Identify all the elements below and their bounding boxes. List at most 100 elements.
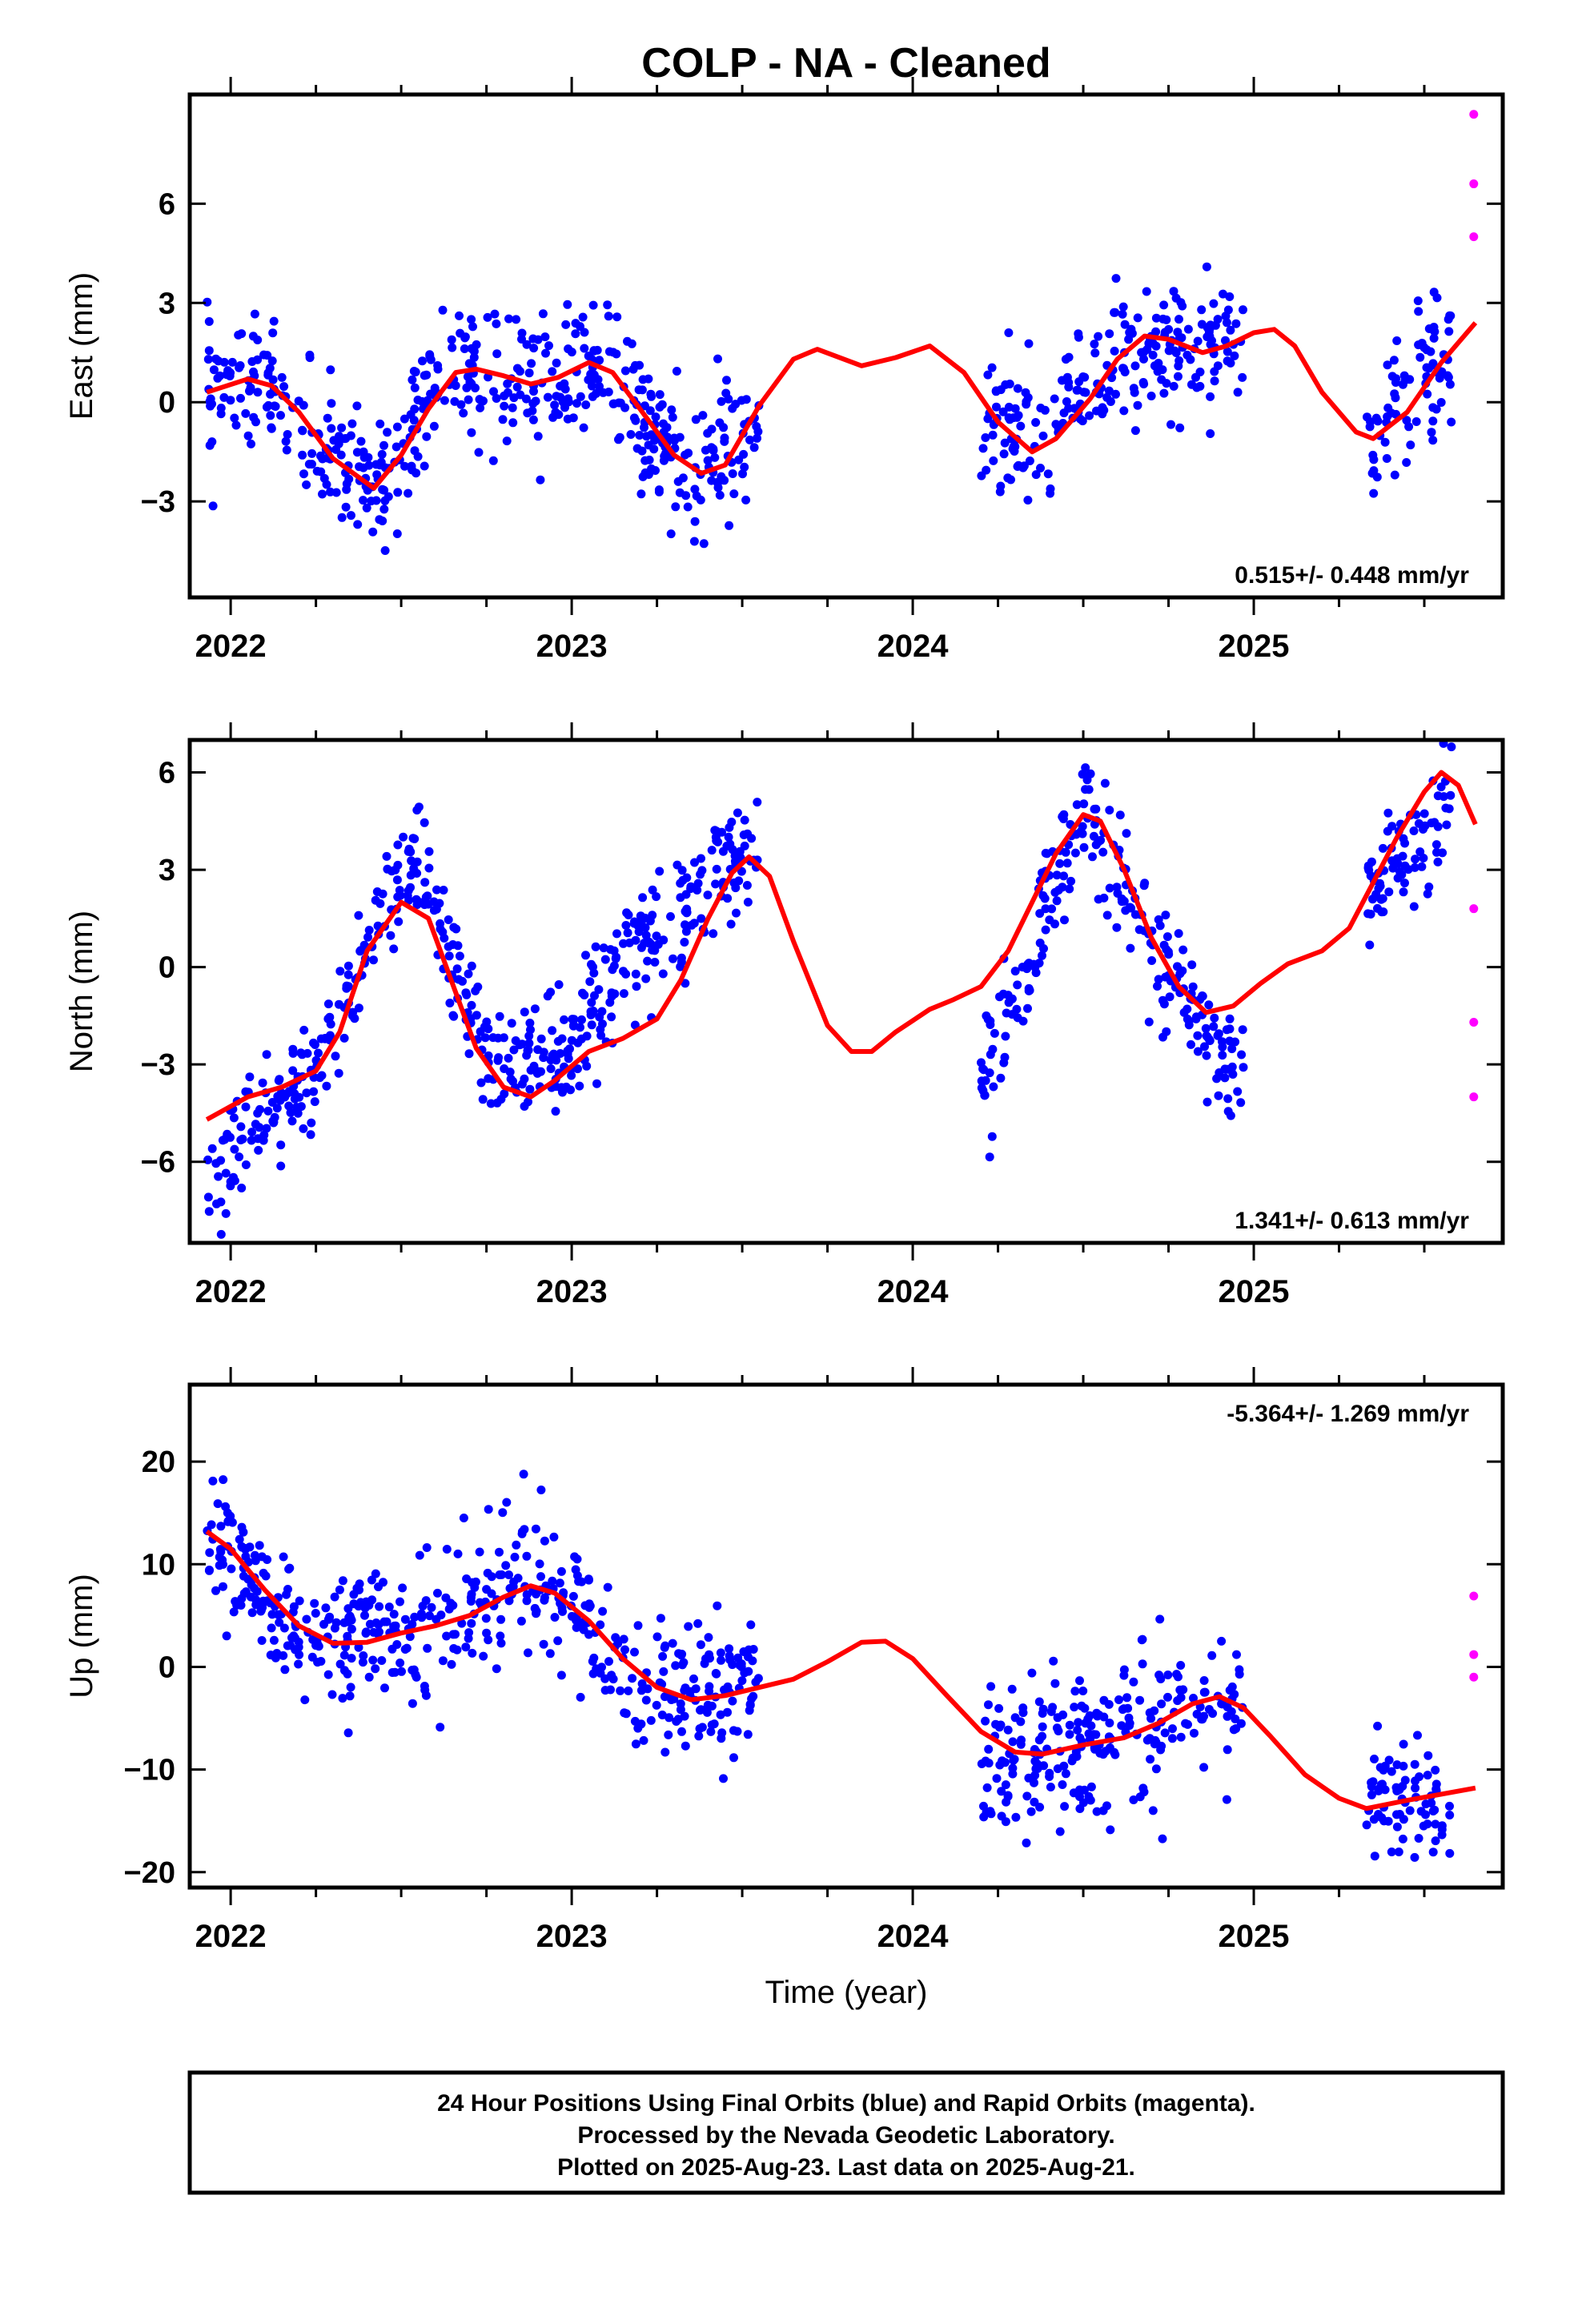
up-final-point [442,1545,452,1554]
north-final-point [1436,782,1446,792]
east-final-point [456,328,465,338]
up-final-point [1046,1783,1055,1791]
north-final-point [414,802,424,812]
north-final-point [1400,879,1409,888]
up-final-point [671,1661,681,1671]
north-final-point [981,1076,990,1085]
up-final-point [327,1690,337,1699]
x-tick-label: 2025 [1219,1274,1290,1309]
east-final-point [375,515,384,525]
east-final-point [1203,323,1212,332]
east-final-point [1085,411,1094,420]
up-final-point [402,1643,412,1653]
east-final-point [241,408,251,418]
up-final-point [368,1655,378,1665]
east-final-point [604,312,613,321]
north-final-point [355,947,365,956]
north-final-point [558,1088,567,1097]
up-rapid-point [1469,1672,1479,1682]
north-final-point [1041,904,1050,914]
east-final-point [204,317,214,326]
footer-line-3: Plotted on 2025-Aug-23. Last data on 202… [557,2154,1135,2181]
east-final-point [263,400,273,410]
up-final-point [1178,1685,1188,1695]
north-final-point [1378,843,1387,853]
north-final-point [420,818,429,827]
north-final-point [1202,1051,1211,1060]
east-final-point [1120,368,1130,376]
up-final-point [510,1552,520,1562]
up-final-point [743,1652,753,1662]
up-final-point [689,1674,698,1683]
up-final-point [1027,1668,1037,1678]
east-final-point [640,423,648,432]
east-final-point [1226,358,1235,368]
up-final-point [338,1694,347,1703]
up-final-point [257,1636,267,1645]
east-final-point [691,415,701,424]
east-final-point [1427,428,1436,437]
up-final-point [737,1676,747,1686]
east-final-point [531,396,540,406]
up-final-point [1055,1827,1065,1836]
north-final-point [703,891,713,900]
up-final-point [313,1658,323,1667]
up-final-point [371,1569,380,1578]
north-final-point [977,1084,986,1092]
up-final-point [1084,1791,1094,1801]
north-final-point [641,974,651,983]
east-final-point [1435,373,1444,383]
y-tick-label: 0 [159,386,175,420]
up-final-point [457,1618,467,1628]
up-final-point [549,1532,559,1542]
up-final-point [462,1574,472,1583]
up-final-point [1065,1720,1074,1730]
east-final-point [318,489,327,499]
up-final-point [1431,1836,1440,1846]
footer-frame [187,2070,1505,2195]
east-final-point [1206,392,1215,401]
east-final-point [1383,360,1392,370]
north-final-point [1079,842,1089,852]
east-final-point [215,371,225,380]
up-final-point [496,1638,506,1648]
up-final-point [1065,1730,1074,1739]
up-final-point [1399,1761,1408,1771]
north-final-point [742,881,752,890]
east-final-point [248,332,258,341]
up-final-point [314,1642,323,1651]
east-final-orbit-points [203,262,1456,555]
north-final-point [638,893,648,903]
up-final-point [375,1602,384,1611]
up-final-point [1410,1852,1419,1862]
east-final-point [1025,456,1034,465]
east-final-point [1231,319,1241,328]
north-final-point [392,875,402,885]
east-final-point [1110,308,1120,317]
up-final-point [1199,1763,1209,1772]
north-final-point [1002,1008,1011,1018]
north-final-point [1090,804,1099,814]
north-final-point [1223,1064,1232,1074]
east-frame [187,92,1505,600]
up-final-point [355,1585,363,1594]
north-final-point [412,900,422,910]
east-final-point [752,422,761,431]
north-final-point [631,969,640,979]
north-final-point [253,1108,263,1118]
north-final-point [619,989,628,999]
up-final-point [704,1633,713,1642]
north-final-point [263,1106,273,1116]
east-final-point [1445,311,1455,320]
north-final-point [258,1078,267,1088]
east-final-point [268,375,278,384]
north-final-point [1237,1050,1247,1059]
north-final-point [548,1051,557,1060]
up-final-point [356,1598,365,1607]
up-final-point [1230,1690,1239,1699]
north-final-point [1400,838,1410,848]
up-final-point [1022,1791,1032,1801]
north-final-point [493,1033,503,1043]
up-final-point [1157,1741,1166,1751]
east-final-point [563,300,572,309]
